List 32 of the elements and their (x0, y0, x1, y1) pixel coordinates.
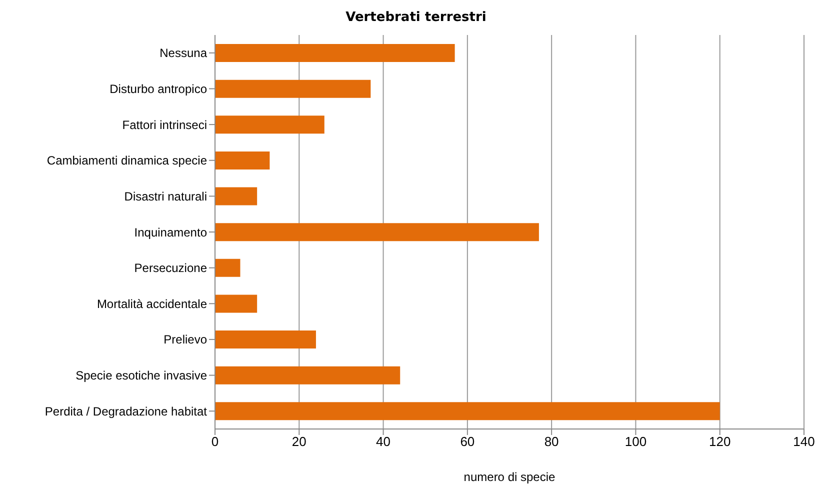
chart-title: Vertebrati terrestri (344, 10, 488, 25)
y-tick-label: Prelievo (164, 332, 208, 347)
bar (215, 366, 400, 384)
bar (215, 44, 455, 62)
y-tick-label: Cambiamenti dinamica specie (46, 154, 208, 168)
y-tick-label: Specie esotiche invasive (76, 368, 208, 383)
x-tick-label: 140 (793, 434, 815, 450)
x-axis-title: numero di specie (464, 470, 556, 484)
x-tick-label: 20 (292, 434, 306, 450)
bar (215, 223, 539, 242)
bar (215, 116, 324, 134)
bar (215, 80, 371, 98)
bar (215, 330, 316, 349)
y-tick-label: Inquinamento (134, 225, 208, 240)
x-tick-label: 120 (709, 434, 731, 450)
y-tick-label: Fattori intrinseci (122, 118, 207, 132)
y-tick-label: Perdita / Degradazione habitat (44, 404, 208, 418)
bar (215, 151, 270, 170)
bar (215, 294, 258, 313)
y-tick-label: Disturbo antropico (110, 82, 208, 96)
y-tick-label: Persecuzione (134, 261, 208, 276)
x-tick-label: 40 (376, 434, 391, 450)
bar (215, 258, 240, 277)
bar (215, 402, 720, 420)
bar (215, 187, 258, 206)
x-tick-label: 0 (211, 434, 219, 450)
y-tick-label: Nessuna (160, 46, 208, 60)
y-tick-label: Disastri naturali (124, 189, 207, 204)
y-tick-label: Mortalità accidentale (96, 296, 208, 311)
x-tick-label: 80 (544, 434, 559, 450)
x-tick-label: 100 (624, 434, 647, 450)
x-tick-label: 60 (460, 434, 475, 450)
